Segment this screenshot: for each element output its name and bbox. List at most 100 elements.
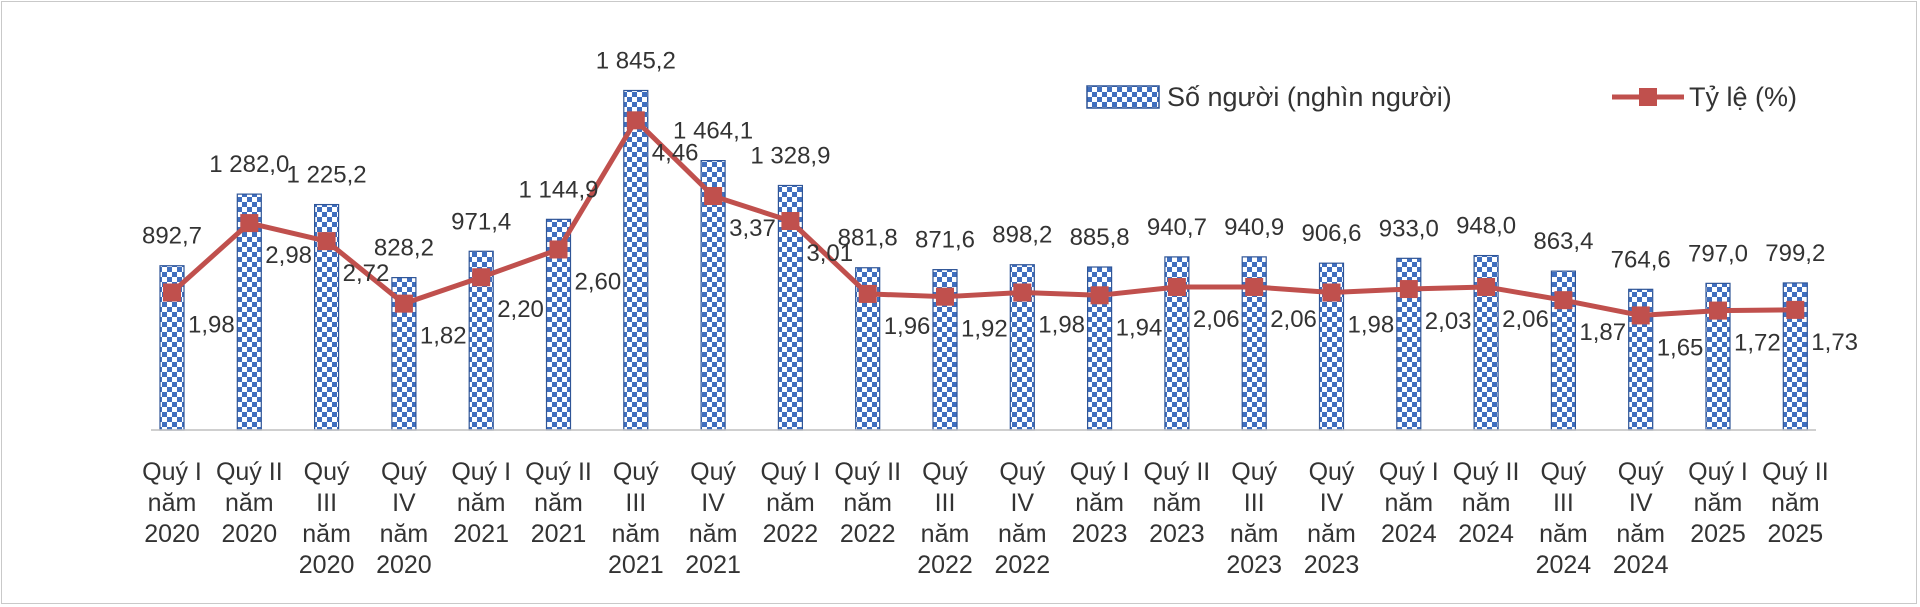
legend-line-label: Tỷ lệ (%) [1689,82,1797,112]
rate-value-label: 1,98 [1038,312,1085,339]
bar [700,160,726,431]
category-label: Quý III năm 2022 [917,458,973,579]
rate-value-label: 1,94 [1116,314,1163,341]
rate-value-label: 2,06 [1193,306,1240,333]
rate-marker [1167,277,1186,296]
category-label: Quý II năm 2022 [834,458,901,548]
category-label: Quý II năm 2024 [1453,458,1520,548]
category-label: Quý IV năm 2023 [1304,458,1360,579]
rate-line [170,117,1796,318]
legend-line-marker [1639,88,1657,106]
rate-value-label: 4,46 [652,139,699,166]
rate-marker [1399,280,1418,299]
rate-marker [1554,291,1573,310]
rate-marker [549,240,568,259]
bar-value-label: 948,0 [1456,213,1516,240]
rate-marker [1786,300,1805,319]
rate-value-label: 2,72 [343,260,390,287]
rate-marker [472,268,491,287]
rate-value-label: 1,72 [1734,330,1781,357]
bar [623,89,649,431]
rate-marker [781,212,800,231]
bar-value-label: 885,8 [1070,224,1130,251]
rate-value-label: 2,03 [1425,308,1472,335]
rate-value-label: 1,96 [884,313,931,340]
rate-marker [858,284,877,303]
category-label: Quý III năm 2024 [1536,458,1592,579]
rate-value-label: 1,73 [1811,329,1858,356]
bar-value-label: 1 328,9 [750,142,830,169]
rate-marker [1090,286,1109,305]
rate-marker [1013,283,1032,302]
bar-value-label: 797,0 [1688,240,1748,267]
rate-value-label: 1,65 [1657,334,1704,361]
rate-value-label: 2,06 [1270,306,1317,333]
legend: Số người (nghìn người) Tỷ lệ (%) [1086,82,1797,112]
rate-marker [163,283,181,302]
rate-value-label: 1,87 [1579,319,1626,346]
bar-value-label: 933,0 [1379,215,1439,242]
rate-marker [1322,283,1341,302]
rate-marker [240,214,259,233]
category-label: Quý II năm 2023 [1144,458,1211,548]
bar-value-label: 940,9 [1224,214,1284,241]
category-label: Quý III năm 2020 [299,458,355,579]
category-label: Quý IV năm 2020 [376,458,432,579]
rate-marker [704,187,723,206]
category-label: Quý III năm 2021 [608,458,664,579]
rate-marker [626,111,645,130]
rate-value-label: 1,82 [420,323,467,350]
bar-value-label: 881,8 [838,225,898,252]
legend-bar-swatch [1086,85,1160,109]
bar-value-label: 863,4 [1533,228,1593,255]
rate-value-label: 2,98 [265,242,312,269]
rate-value-label: 2,06 [1502,306,1549,333]
bar-value-label: 1 282,0 [209,151,289,178]
rate-value-label: 1,98 [1348,312,1395,339]
line-data-labels: 1,98 2,98 2,72 1,82 2,20 2,60 4,46 3,37 3,01 1,96… [188,139,1858,361]
bar-value-label: 1 845,2 [596,47,676,74]
bar-value-label: 940,7 [1147,214,1207,241]
bar-value-label: 764,6 [1611,246,1671,273]
bar-value-label: 828,2 [374,235,434,262]
rate-marker [1631,306,1650,325]
category-label: Quý II năm 2020 [216,458,283,548]
category-label: Quý II năm 2025 [1762,458,1829,548]
bar-value-label: 971,4 [451,208,511,235]
rate-value-label: 3,01 [806,240,853,267]
bar-value-label: 1 225,2 [287,162,367,189]
rate-value-label: 3,37 [729,215,776,242]
rate-marker [1245,277,1264,296]
category-label: Quý III năm 2023 [1226,458,1282,579]
bar-value-label: 871,6 [915,227,975,254]
bar-value-label: 906,6 [1301,220,1361,247]
bar-data-labels: 892,7 1 282,01 225,2 828,2 971,4 1 144,9 1 84… [142,47,1825,273]
category-label: Quý IV năm 2021 [685,458,741,579]
rate-value-label: 2,20 [497,296,544,323]
line-series [163,111,1805,325]
rate-value-label: 1,92 [961,316,1008,343]
bar-value-label: 1 464,1 [673,118,753,145]
bar-value-label: 799,2 [1765,240,1825,267]
rate-value-label: 2,60 [575,268,622,295]
rate-marker [936,287,954,306]
category-label: Quý IV năm 2024 [1613,458,1669,579]
category-label: Quý II năm 2021 [525,458,592,548]
bar-value-label: 898,2 [992,222,1052,249]
bar-value-label: 1 144,9 [518,176,598,203]
rate-marker [1477,277,1496,296]
rate-marker [317,232,336,251]
rate-marker [394,294,413,313]
rate-marker [1709,301,1727,320]
category-label: Quý IV năm 2022 [994,458,1050,579]
rate-value-label: 1,98 [188,312,235,339]
legend-bar-label: Số người (nghìn người) [1167,82,1452,112]
